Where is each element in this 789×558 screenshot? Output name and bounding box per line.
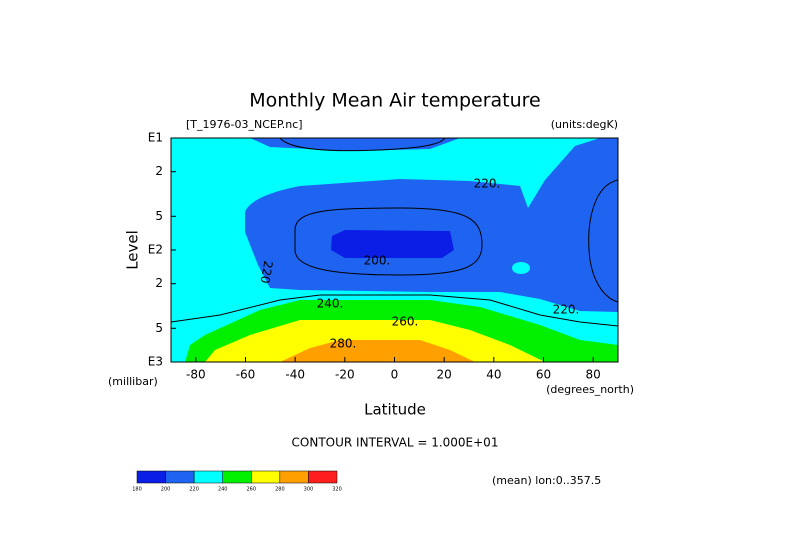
y-tick-label: 2 [155, 276, 163, 290]
contour-line [171, 294, 618, 327]
chart-title: Monthly Mean Air temperature [249, 90, 540, 112]
contour-label: 240. [317, 297, 344, 311]
footnote: (mean) lon:0..357.5 [492, 474, 601, 487]
contour-line [294, 207, 483, 276]
units-label: (units:degK) [551, 118, 618, 131]
x-tick-label: 20 [437, 368, 452, 382]
region [280, 340, 475, 362]
contour-line [279, 138, 446, 152]
contour-interval: CONTOUR INTERVAL = 1.000E+01 [292, 436, 499, 450]
colorbar-label: 220 [189, 487, 199, 493]
colorbar-box [193, 470, 223, 484]
y-tick-label: E2 [148, 243, 163, 257]
x-tick-label: 60 [536, 368, 551, 382]
colorbar-box [308, 470, 338, 484]
x-tick-label: 80 [586, 368, 601, 382]
y-tick-label: 2 [155, 164, 163, 178]
colorbar-label: 280 [275, 487, 285, 493]
colorbar-box [136, 470, 166, 484]
colorbar-label: 180 [132, 487, 142, 493]
colorbar-label: 320 [332, 487, 342, 493]
colorbar-box [165, 470, 195, 484]
contour-lines [171, 138, 618, 327]
y-tick-label: E3 [148, 355, 163, 369]
contour-labels: 220. 200. 240. 260. 280. 220. 220 [258, 177, 580, 351]
x-tick-label: -60 [236, 368, 256, 382]
colorbar-label: 200 [161, 487, 171, 493]
y-tick-label: 5 [155, 209, 163, 223]
x-tick-label: -80 [186, 368, 206, 382]
colorbar-box [251, 470, 281, 484]
region [512, 262, 530, 274]
x-tick-label: -40 [285, 368, 305, 382]
x-tick-label: -20 [335, 368, 355, 382]
y-tick-label: E1 [148, 131, 163, 145]
colorbar-label: 300 [304, 487, 314, 493]
colorbar-box [279, 470, 309, 484]
y-tick-label: 5 [155, 321, 163, 335]
contour-label: 260. [392, 315, 419, 329]
colorbar-box [222, 470, 252, 484]
contour-field [171, 138, 618, 362]
colorbar-label: 260 [247, 487, 257, 493]
contour-line [588, 179, 618, 303]
colorbar-label: 240 [218, 487, 228, 493]
x-axis-units: (degrees_north) [546, 383, 634, 396]
y-axis-units: (millibar) [108, 375, 158, 388]
x-tick-label: 0 [391, 368, 399, 382]
x-tick-label: 40 [486, 368, 501, 382]
x-axis-title: Latitude [364, 401, 426, 419]
y-axis-title: Level [124, 230, 142, 270]
contour-label: 220 [258, 260, 276, 285]
contour-label: 280. [330, 337, 357, 351]
region [331, 230, 454, 258]
contour-label: 220. [474, 177, 501, 191]
contour-label: 200. [364, 254, 391, 268]
file-label: [T_1976-03_NCEP.nc] [186, 118, 303, 131]
contour-label: 220. [553, 303, 580, 317]
